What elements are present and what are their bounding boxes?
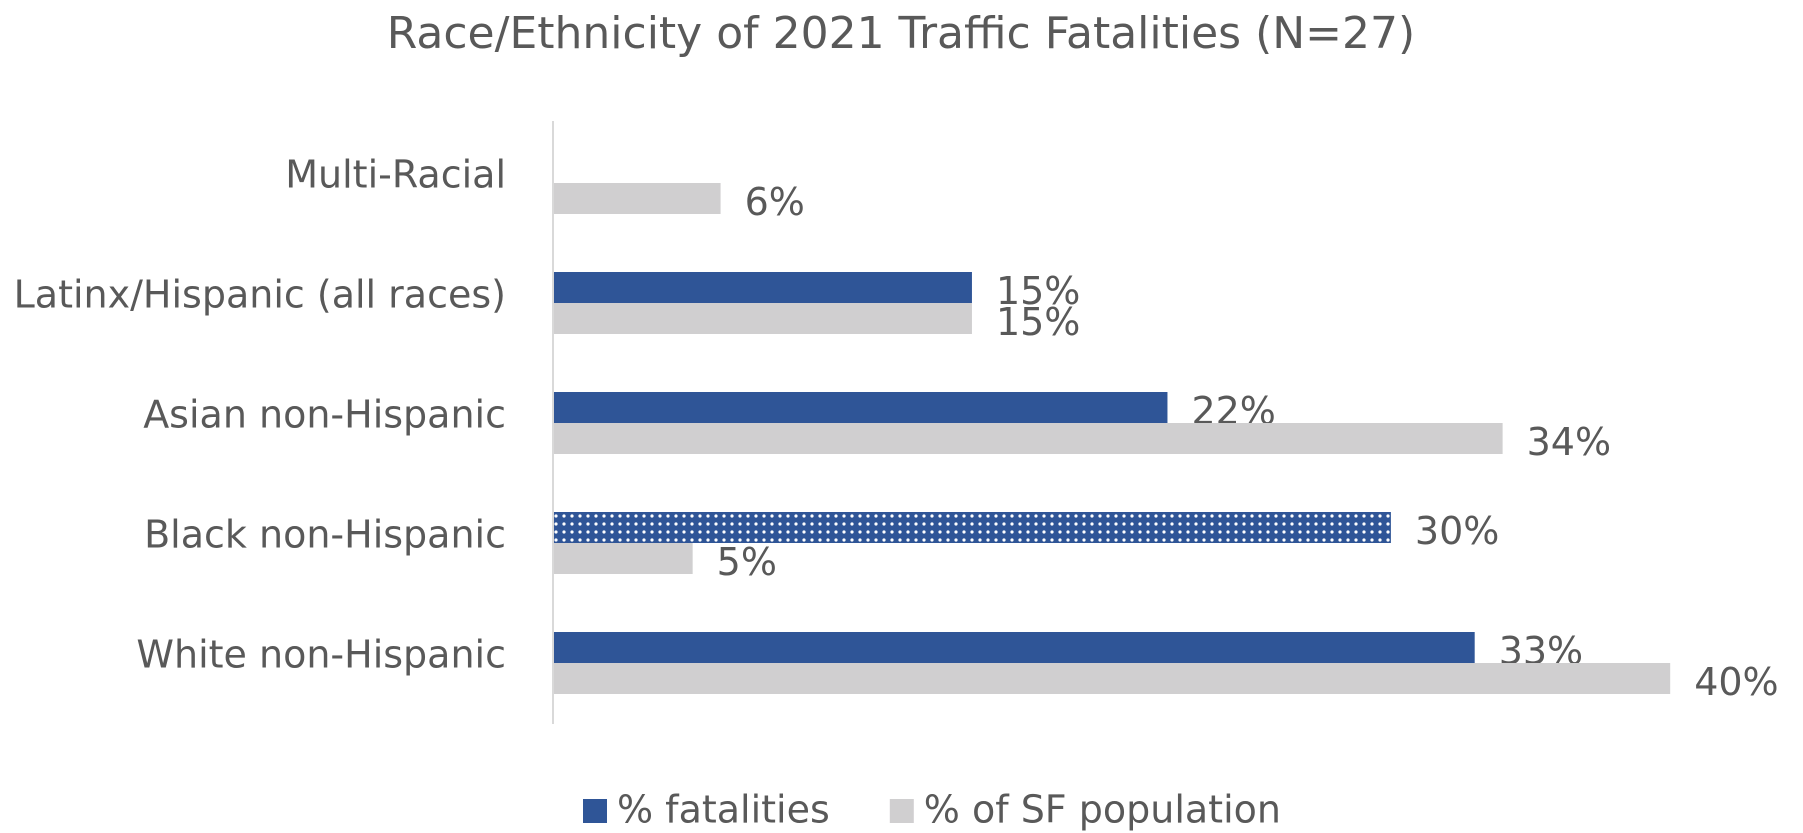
legend-swatch — [583, 799, 607, 823]
bar — [553, 392, 1168, 423]
bar — [553, 543, 693, 574]
legend-swatch — [889, 799, 914, 823]
legend-label: % fatalities — [617, 788, 830, 832]
chart-title: Race/Ethnicity of 2021 Traffic Fatalitie… — [387, 8, 1415, 59]
y-tick-label: Multi-Racial — [285, 153, 506, 197]
data-label: 30% — [1415, 509, 1499, 553]
bar — [553, 183, 721, 214]
data-label: 15% — [996, 300, 1080, 344]
data-label: 34% — [1527, 420, 1611, 464]
y-tick-label: Latinx/Hispanic (all races) — [14, 273, 506, 317]
bar — [553, 423, 1503, 454]
bar — [553, 512, 1391, 543]
bar — [553, 303, 972, 334]
bar — [553, 663, 1671, 694]
y-tick-label: Asian non-Hispanic — [143, 393, 506, 437]
bar — [553, 632, 1475, 663]
y-tick-label: Black non-Hispanic — [144, 513, 506, 557]
data-label: 15% — [996, 269, 1080, 313]
data-label: 40% — [1694, 660, 1778, 704]
data-label: 5% — [717, 540, 777, 584]
bar — [553, 272, 972, 303]
legend-label: % of SF population — [924, 788, 1281, 832]
data-label: 6% — [745, 180, 805, 224]
y-tick-label: White non-Hispanic — [136, 633, 506, 677]
